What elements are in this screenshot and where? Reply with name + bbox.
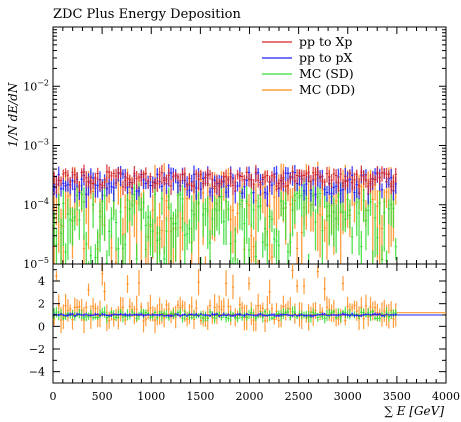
legend-label-4: MC (DD) xyxy=(299,82,355,97)
ratio-y-tick-label: −2 xyxy=(29,343,45,356)
x-tick-label: 2000 xyxy=(236,390,264,403)
x-tick-label: 2500 xyxy=(285,390,313,403)
chart-title: ZDC Plus Energy Deposition xyxy=(53,7,241,22)
x-tick-label: 1500 xyxy=(186,390,214,403)
ratio-data-marks xyxy=(53,264,446,334)
ratio-series-mc-dd- xyxy=(53,264,446,334)
y-tick-label: 10−4 xyxy=(23,197,49,212)
legend-label-1: pp to Xp xyxy=(299,34,352,49)
main-data-marks xyxy=(53,161,397,265)
x-tick-label: 0 xyxy=(50,390,57,403)
x-tick-label: 3500 xyxy=(383,390,411,403)
y-tick-label: 10−2 xyxy=(23,78,49,93)
series-pp-to-xp xyxy=(53,164,397,197)
ratio-y-ticks: 4 2 0 −2 −4 xyxy=(29,269,446,384)
ratio-y-tick-label: 2 xyxy=(38,298,45,311)
ratio-y-tick-label: 4 xyxy=(38,275,45,288)
ratio-series-pp-to-px xyxy=(53,312,446,318)
main-y-axis-label: 1/N dE/dN xyxy=(6,82,20,147)
legend-label-2: pp to pX xyxy=(299,50,353,65)
legend-label-3: MC (SD) xyxy=(299,66,354,81)
ratio-y-tick-label: −4 xyxy=(29,366,45,379)
ratio-y-tick-label: 0 xyxy=(38,320,45,333)
x-ticks: 0 500 1000 1500 2000 2500 3000 3500 4000 xyxy=(50,27,460,403)
x-tick-label: 3000 xyxy=(334,390,362,403)
y-tick-label: 10−3 xyxy=(23,138,49,153)
x-tick-label: 4000 xyxy=(432,390,460,403)
main-panel: 10−2 10−3 10−4 10−5 1/N dE/dN xyxy=(6,26,447,271)
y-tick-label: 10−5 xyxy=(23,256,49,271)
x-axis-label: ∑ E [GeV] xyxy=(384,404,444,418)
ratio-panel: 4 2 0 −2 −4 0 500 1000 1500 2000 2500 3000 3500 4000… xyxy=(29,27,460,418)
x-tick-label: 1000 xyxy=(137,390,165,403)
main-y-ticks: 10−2 10−3 10−4 10−5 xyxy=(23,29,446,271)
x-tick-label: 500 xyxy=(92,390,113,403)
